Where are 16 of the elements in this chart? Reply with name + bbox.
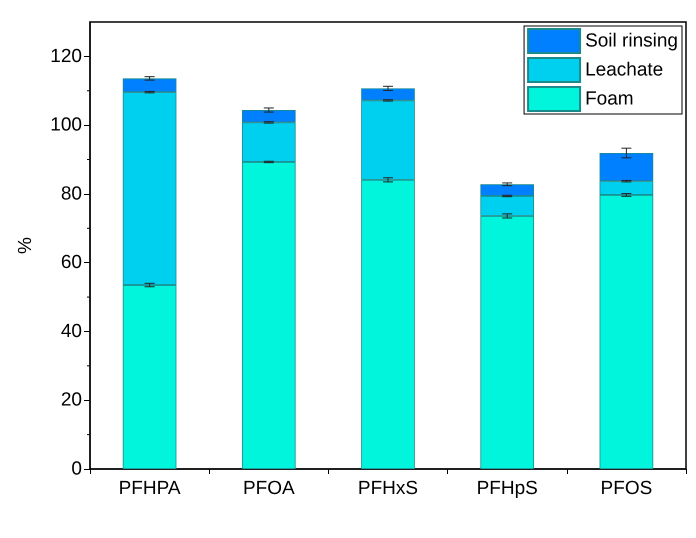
x-tick-label: PFHxS	[358, 478, 418, 499]
x-tick-label: PFHPA	[118, 478, 181, 499]
y-tick-label: 120	[50, 46, 82, 67]
x-tick-label: PFHpS	[476, 478, 538, 499]
x-tick-label: PFOS	[600, 478, 652, 499]
legend-label: Foam	[585, 88, 634, 110]
legend-label: Leachate	[585, 60, 664, 80]
y-tick-label: 20	[60, 390, 82, 411]
y-tick-label: 80	[60, 183, 82, 204]
y-tick-label: 40	[60, 320, 82, 342]
y-tick-label: 100	[50, 114, 82, 136]
y-axis-title: %	[15, 236, 36, 254]
y-tick-label: 60	[60, 252, 82, 274]
y-tick-label: 0	[71, 458, 82, 480]
legend-label: Soil rinsing	[585, 30, 678, 52]
x-tick-label: PFOA	[242, 478, 295, 499]
